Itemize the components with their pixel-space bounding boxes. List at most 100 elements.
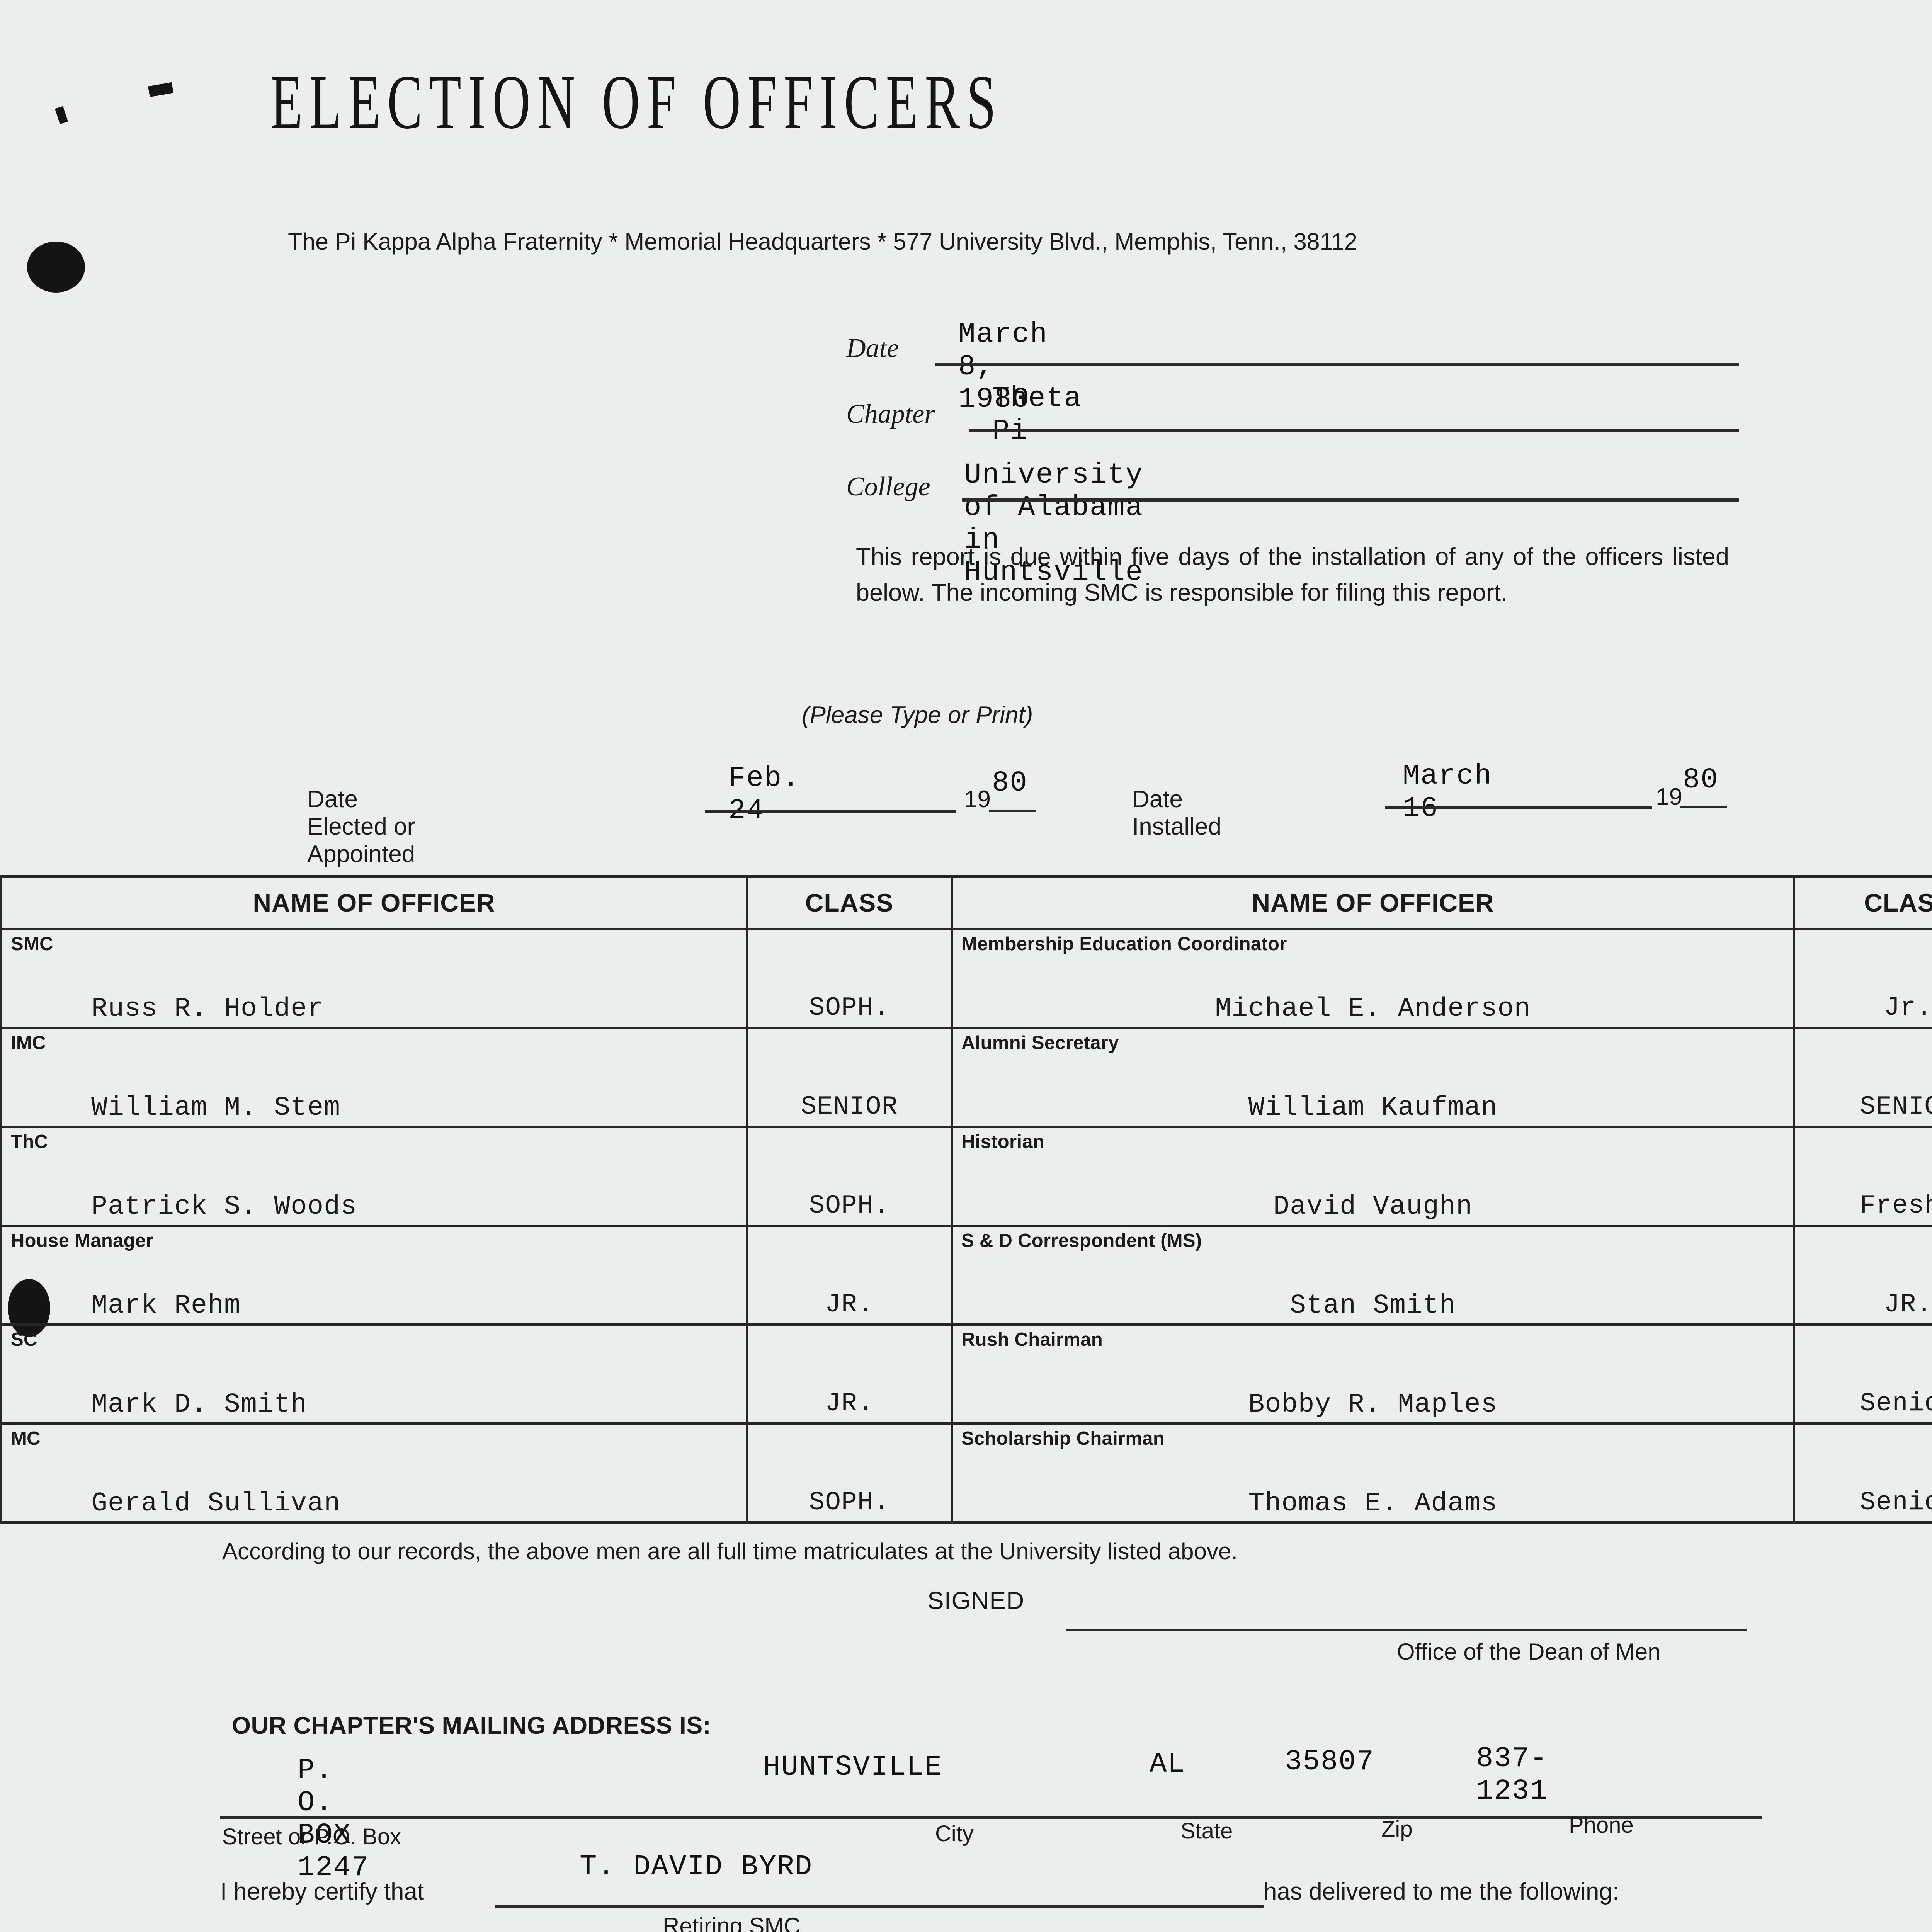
- officer-class-right: JR.: [1884, 1290, 1932, 1320]
- installed-year-prefix: 19: [1656, 784, 1682, 810]
- officer-name-cell-left[interactable]: SMC Russ R. Holder: [0, 928, 748, 1029]
- chapter-value[interactable]: Theta Pi: [992, 383, 1082, 447]
- officer-role-right: S & D Correspondent (MS): [961, 1230, 1202, 1251]
- officer-class-right: Jr.: [1884, 993, 1932, 1023]
- officer-role-right: Historian: [961, 1131, 1045, 1152]
- officer-name-cell-left[interactable]: House Manager Mark Rehm: [0, 1225, 748, 1326]
- date-label: Date: [846, 333, 899, 363]
- officer-name-left: Mark D. Smith: [91, 1389, 308, 1420]
- certify-prefix: I hereby certify that: [220, 1878, 424, 1905]
- matriculation-note: According to our records, the above men …: [222, 1538, 1238, 1564]
- state-label: State: [1180, 1818, 1233, 1844]
- date-elected-label: Date Elected or Appointed: [307, 786, 415, 867]
- officer-name-left: Russ R. Holder: [91, 994, 324, 1024]
- officer-class-cell-left[interactable]: JR.: [746, 1323, 953, 1425]
- officer-class-right: Senior: [1860, 1389, 1932, 1418]
- officer-class-cell-right[interactable]: JR.: [1793, 1225, 1932, 1326]
- date-elected-value[interactable]: Feb. 24: [728, 762, 800, 827]
- zip-label: Zip: [1381, 1816, 1413, 1842]
- officer-class-cell-right[interactable]: Senior: [1793, 1422, 1932, 1524]
- officer-role-right: Scholarship Chairman: [961, 1428, 1165, 1449]
- officer-class-left: SOPH.: [809, 1488, 890, 1517]
- officer-name-left: William M. Stem: [91, 1093, 341, 1123]
- officer-name-cell-right[interactable]: Scholarship Chairman Thomas E. Adams: [951, 1422, 1795, 1524]
- officer-class-cell-left[interactable]: SOPH.: [746, 928, 953, 1029]
- officer-table-row: MC Gerald Sullivan SOPH. Scholarship Chairm…: [0, 1422, 1932, 1524]
- zip-value[interactable]: 35807: [1285, 1746, 1375, 1778]
- officer-role-right: Rush Chairman: [961, 1329, 1103, 1350]
- officer-name-right: William Kaufman: [1248, 1093, 1498, 1123]
- officer-name-left: Patrick S. Woods: [91, 1192, 357, 1222]
- installed-year-value[interactable]: 80: [1683, 764, 1719, 796]
- city-label: City: [935, 1821, 974, 1846]
- officer-name-cell-right[interactable]: Membership Education Coordinator Michael …: [951, 928, 1795, 1029]
- date-value[interactable]: March 8, 1980: [958, 318, 1048, 416]
- date-installed-label: Date Installed: [1132, 786, 1221, 840]
- retiring-smc-label: Retiring SMC: [663, 1913, 801, 1932]
- officer-table: NAME OF OFFICER CLASS NAME OF OFFICER CL…: [0, 875, 1932, 1524]
- phone-value[interactable]: 837-1231: [1476, 1743, 1548, 1808]
- officer-class-left: JR.: [825, 1389, 874, 1418]
- officer-name-cell-right[interactable]: Historian David Vaughn: [951, 1126, 1795, 1227]
- chapter-label: Chapter: [846, 399, 935, 429]
- officer-class-cell-right[interactable]: Fresh.: [1793, 1126, 1932, 1227]
- officer-name-right: Stan Smith: [1289, 1291, 1456, 1321]
- officer-name-right: David Vaughn: [1273, 1192, 1473, 1222]
- street-label: Street or P.O. Box: [222, 1824, 401, 1849]
- officer-role-left: IMC: [11, 1032, 46, 1053]
- officer-class-cell-left[interactable]: JR.: [746, 1225, 953, 1326]
- state-value[interactable]: AL: [1150, 1748, 1185, 1781]
- certify-suffix: has delivered to me the following:: [1264, 1878, 1619, 1905]
- date-installed-rule: [1385, 806, 1652, 809]
- officer-class-left: SENIOR: [801, 1092, 898, 1122]
- officer-class-left: JR.: [825, 1290, 874, 1320]
- college-value[interactable]: University of Alabama in Huntsville: [964, 459, 1144, 589]
- college-label: College: [846, 472, 930, 502]
- instructions-paragraph: This report is due within five days of t…: [856, 543, 1729, 607]
- officer-role-left: SMC: [11, 934, 53, 954]
- officer-table-row: IMC William M. Stem SENIOR Alumni Secretary…: [0, 1027, 1932, 1128]
- officer-name-cell-left[interactable]: ThC Patrick S. Woods: [0, 1126, 748, 1227]
- officer-class-right: Senior: [1860, 1488, 1932, 1517]
- elected-year-prefix: 19: [964, 786, 991, 813]
- officer-table-row: House Manager Mark Rehm JR. S & D Correspon…: [0, 1225, 1932, 1326]
- mailing-address-label: OUR CHAPTER'S MAILING ADDRESS IS:: [232, 1712, 711, 1739]
- col-header-name-left: NAME OF OFFICER: [0, 875, 748, 930]
- officer-table-row: SC Mark D. Smith JR. Rush Chairman Bobby R. …: [0, 1323, 1932, 1425]
- officer-name-cell-right[interactable]: Rush Chairman Bobby R. Maples: [951, 1323, 1795, 1425]
- officer-class-left: SOPH.: [809, 993, 890, 1023]
- staple-nick-right: [148, 82, 173, 97]
- page-title: ELECTION OF OFFICERS: [270, 60, 1003, 145]
- college-rule: [962, 498, 1739, 502]
- col-header-class-left: CLASS: [746, 875, 953, 930]
- officer-name-cell-left[interactable]: SC Mark D. Smith: [0, 1323, 748, 1425]
- officer-class-cell-left[interactable]: SOPH.: [746, 1126, 953, 1227]
- officer-class-cell-left[interactable]: SOPH.: [746, 1422, 953, 1524]
- officer-role-right: Membership Education Coordinator: [961, 934, 1287, 954]
- officer-name-cell-left[interactable]: IMC William M. Stem: [0, 1027, 748, 1128]
- officer-name-cell-right[interactable]: Alumni Secretary William Kaufman: [951, 1027, 1795, 1128]
- city-value[interactable]: HUNTSVILLE: [763, 1751, 943, 1784]
- address-rule: [220, 1816, 1762, 1819]
- street-value[interactable]: P. O. BOX 1247: [298, 1754, 369, 1884]
- officer-name-cell-left[interactable]: MC Gerald Sullivan: [0, 1422, 748, 1524]
- officer-name-cell-right[interactable]: S & D Correspondent (MS) Stan Smith: [951, 1225, 1795, 1326]
- signed-label: SIGNED: [927, 1587, 1025, 1614]
- officer-class-cell-right[interactable]: SENIOR: [1793, 1027, 1932, 1128]
- officer-role-left: MC: [11, 1428, 41, 1449]
- officer-class-cell-right[interactable]: Senior: [1793, 1323, 1932, 1425]
- please-type-note: (Please Type or Print): [802, 702, 1033, 728]
- installed-year-rule: [1680, 806, 1727, 808]
- officer-role-left: House Manager: [11, 1230, 153, 1251]
- elected-year-rule: [989, 810, 1036, 812]
- signed-rule[interactable]: [1066, 1629, 1747, 1631]
- officer-name-right: Thomas E. Adams: [1248, 1488, 1498, 1519]
- elected-year-value[interactable]: 80: [992, 767, 1028, 799]
- ink-blot-top: [27, 242, 85, 293]
- date-rule: [935, 363, 1739, 366]
- retiring-smc-value[interactable]: T. DAVID BYRD: [580, 1851, 813, 1883]
- officer-class-cell-left[interactable]: SENIOR: [746, 1027, 953, 1128]
- officer-class-cell-right[interactable]: Jr.: [1793, 928, 1932, 1029]
- date-installed-value[interactable]: March 16: [1403, 760, 1493, 825]
